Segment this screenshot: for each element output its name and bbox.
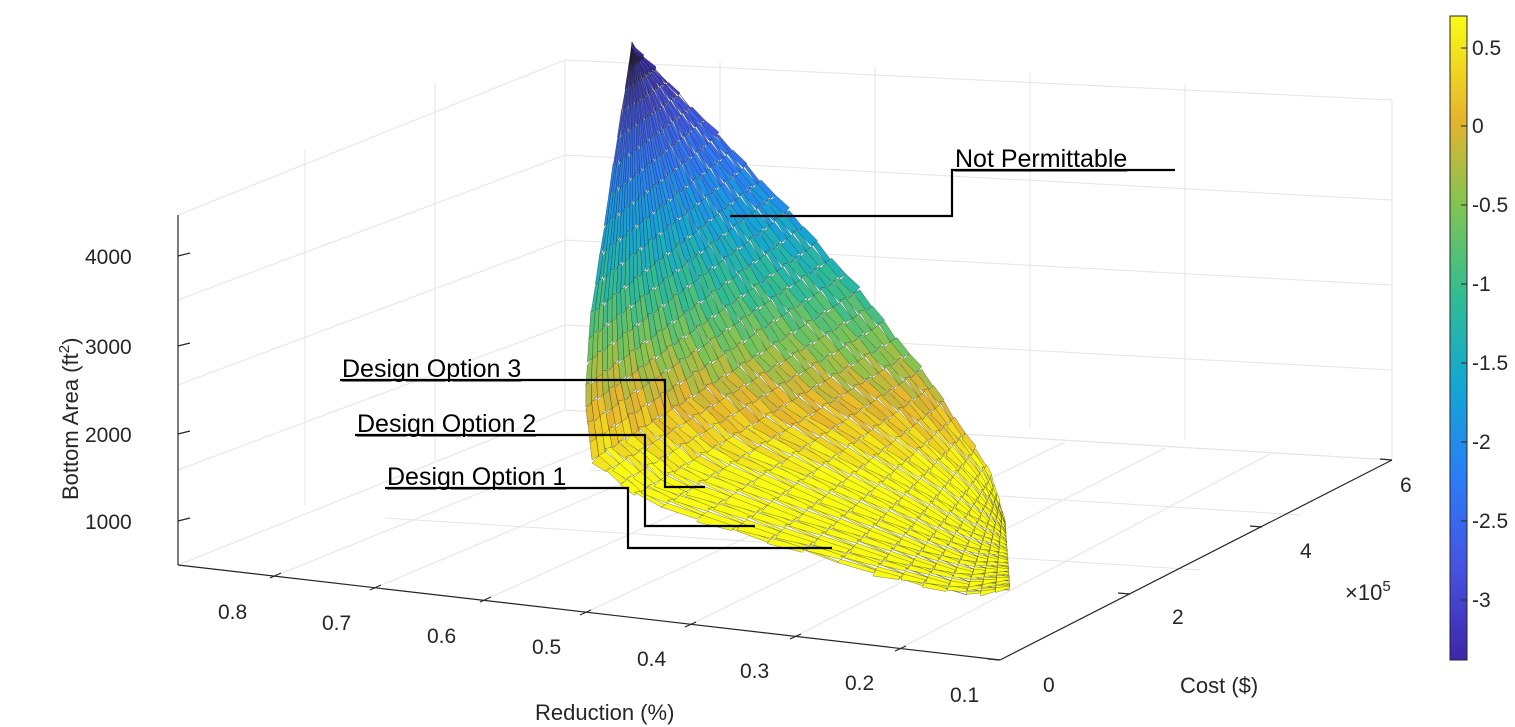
x-tick-label: 0.4 — [637, 648, 667, 671]
x-axis-label: Reduction (%) — [535, 700, 674, 725]
z-axis-label: Bottom Area (ft2) — [56, 338, 83, 500]
surface-facet — [701, 119, 720, 138]
surface-facet — [839, 273, 861, 295]
axes-lines — [177, 215, 1393, 661]
annotation-design-option-2: Design Option 2 — [357, 410, 536, 438]
x-tick-label: 0.7 — [322, 612, 351, 635]
y-tick-label: 6 — [1400, 474, 1412, 497]
surface-facet — [599, 223, 608, 256]
surface-facet — [945, 588, 967, 596]
colorbar-tick-label: -1 — [1472, 273, 1491, 296]
surface-facet — [902, 353, 923, 374]
colorbar-tick-label: 0.5 — [1472, 37, 1501, 60]
colorbar-tick-label: -2.5 — [1472, 510, 1508, 533]
colorbar — [1449, 15, 1468, 661]
surface-facet — [994, 522, 1002, 532]
surface-facet — [629, 228, 634, 259]
surface-facet — [961, 432, 977, 453]
surface-facet — [585, 381, 592, 408]
surface-facet — [602, 324, 608, 352]
z-tick-label: 2000 — [85, 424, 132, 447]
surface-facet — [624, 257, 630, 288]
surface-facet — [615, 160, 622, 191]
surface-facet — [865, 305, 886, 327]
z-tick-label: 4000 — [85, 246, 132, 269]
surface-facet — [598, 249, 607, 282]
x-tick-label: 0.5 — [532, 636, 561, 659]
annotation-design-option-1: Design Option 1 — [387, 463, 566, 491]
x-tick-label: 0.8 — [218, 601, 247, 624]
surface-plot — [585, 41, 1011, 597]
surface-facet — [982, 536, 992, 544]
surface-facet — [797, 226, 819, 247]
x-tick-label: 0.6 — [427, 625, 456, 648]
annotation-leaders — [340, 168, 1175, 550]
x-tick-label: 0.1 — [950, 684, 979, 707]
colorbar-tick-label: -3 — [1472, 589, 1491, 612]
surface-facet — [996, 492, 1000, 506]
surface-facet — [607, 320, 613, 348]
y-ticks — [987, 458, 1393, 661]
surface-facet — [616, 134, 623, 165]
z-tick-label: 1000 — [85, 511, 132, 534]
surface-facet — [729, 149, 748, 169]
surface-facet — [607, 296, 613, 325]
annotation-design-option-3: Design Option 3 — [342, 355, 521, 383]
colorbar-tick-label: -0.5 — [1472, 194, 1508, 217]
surface-facet — [983, 464, 993, 480]
surface-facet — [626, 204, 631, 235]
z-ticks — [177, 252, 191, 522]
surface-facet — [1001, 511, 1006, 522]
surface-facet — [928, 384, 945, 406]
colorbar-ticks — [1461, 47, 1467, 601]
surface-facet — [596, 350, 603, 379]
z-tick-label: 3000 — [85, 336, 132, 359]
surface-facet — [629, 151, 633, 180]
surface-facet — [625, 230, 630, 262]
colorbar-tick-label: -2 — [1472, 431, 1491, 454]
y-tick-label: 2 — [1172, 606, 1184, 629]
surface-facet — [629, 202, 634, 232]
surface-facet — [967, 584, 983, 592]
surface-facet — [607, 342, 614, 371]
surface-facet — [770, 194, 790, 215]
y-axis-label: Cost ($) — [1180, 673, 1258, 698]
y-exponent-label: ×105 — [1345, 578, 1391, 605]
colorbar-tick-label: -1.5 — [1472, 352, 1508, 375]
surface-facet — [611, 293, 618, 322]
surface-facet — [654, 69, 668, 84]
x-tick-label: 0.2 — [845, 672, 874, 695]
surface-facet — [628, 254, 634, 285]
colorbar-tick-label: 0 — [1472, 115, 1484, 138]
annotation-not-permittable: Not Permittable — [955, 145, 1127, 173]
y-tick-label: 4 — [1300, 540, 1312, 563]
surface-facet — [1001, 516, 1006, 528]
surface-facet — [643, 56, 657, 71]
surface-facet — [651, 71, 664, 87]
x-tick-label: 0.3 — [740, 660, 769, 683]
x-ticks — [269, 572, 907, 652]
surface-facet — [666, 81, 681, 96]
y-tick-label: 0 — [1043, 674, 1055, 697]
surface-facet — [599, 275, 607, 308]
